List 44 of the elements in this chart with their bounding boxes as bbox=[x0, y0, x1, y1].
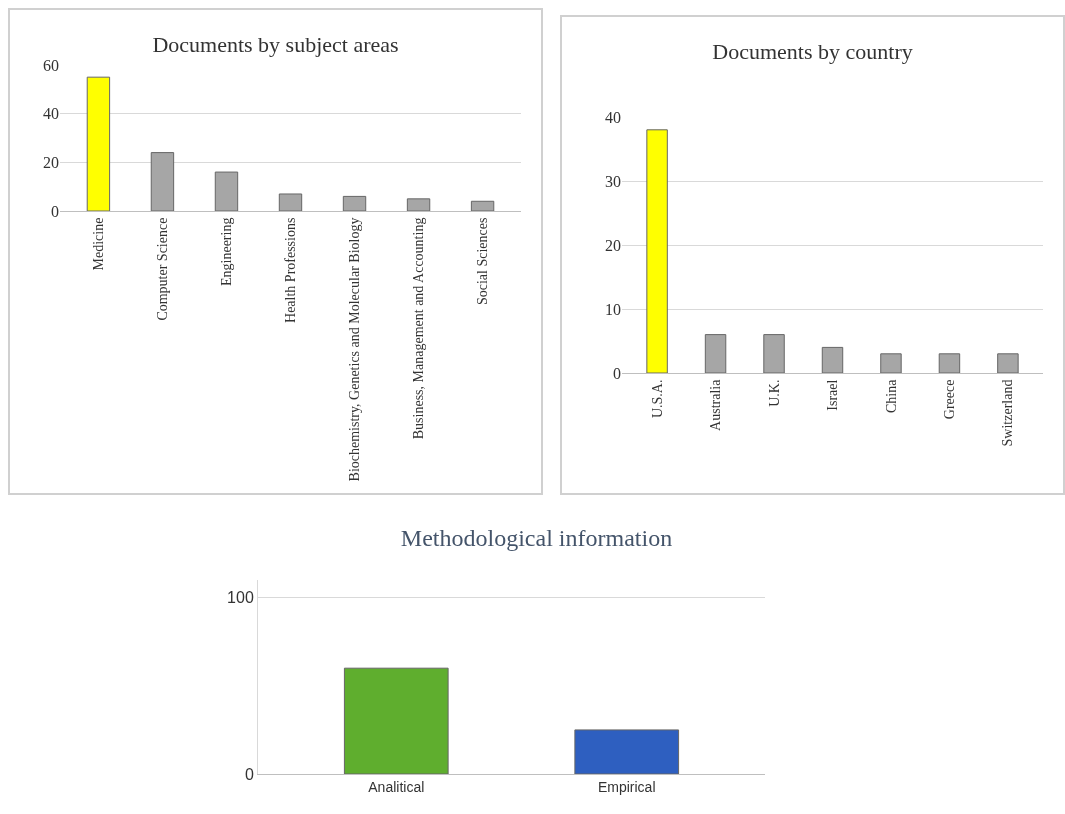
x-tick-label: China bbox=[883, 378, 899, 414]
x-tick-label: Analitical bbox=[368, 778, 425, 795]
bar bbox=[150, 152, 175, 211]
bar bbox=[86, 76, 111, 211]
bar bbox=[997, 353, 1019, 373]
y-tick-label: 30 bbox=[605, 172, 621, 190]
bar bbox=[880, 353, 902, 373]
bar bbox=[938, 353, 961, 373]
x-tick-label: Biochemistry, Genetics and Molecular Biology bbox=[347, 217, 363, 482]
bar bbox=[342, 195, 367, 211]
x-tick-label: Social Sciences bbox=[475, 217, 491, 306]
y-tick-label: 100 bbox=[227, 589, 254, 607]
chart-title: Documents by subject areas bbox=[152, 31, 399, 57]
bar bbox=[214, 171, 239, 211]
y-tick-label: 0 bbox=[613, 364, 621, 382]
x-tick-label: Health Professions bbox=[283, 217, 299, 323]
x-tick-label: Empirical bbox=[597, 778, 656, 795]
x-tick-label: Engineering bbox=[219, 217, 235, 287]
y-tick-label: 10 bbox=[605, 300, 621, 318]
bar bbox=[278, 193, 303, 211]
y-tick-label: 0 bbox=[244, 765, 254, 783]
bar bbox=[646, 129, 668, 373]
y-tick-label: 60 bbox=[43, 56, 59, 74]
bar bbox=[406, 198, 431, 211]
y-tick-label: 0 bbox=[51, 202, 59, 220]
y-tick-label: 20 bbox=[43, 153, 59, 171]
y-tick-label: 20 bbox=[605, 236, 621, 254]
bar bbox=[763, 334, 785, 373]
x-tick-label: Business, Management and Accounting bbox=[411, 217, 427, 440]
x-tick-label: Computer Science bbox=[154, 217, 170, 321]
x-tick-label: Medicine bbox=[90, 217, 106, 271]
bar bbox=[470, 200, 495, 211]
x-tick-label: Greece bbox=[941, 379, 957, 420]
chart-title: Methodological information bbox=[400, 524, 673, 551]
y-tick-label: 40 bbox=[605, 108, 621, 126]
x-tick-label: Switzerland bbox=[1000, 379, 1016, 447]
x-tick-label: Australia bbox=[708, 378, 724, 431]
x-tick-label: U.K. bbox=[766, 379, 782, 407]
x-tick-label: U.S.A. bbox=[649, 379, 665, 419]
bar bbox=[704, 334, 727, 373]
bar bbox=[821, 346, 844, 373]
x-tick-label: Israel bbox=[825, 379, 841, 411]
y-tick-label: 40 bbox=[43, 105, 59, 123]
chart-title: Documents by country bbox=[712, 38, 913, 64]
